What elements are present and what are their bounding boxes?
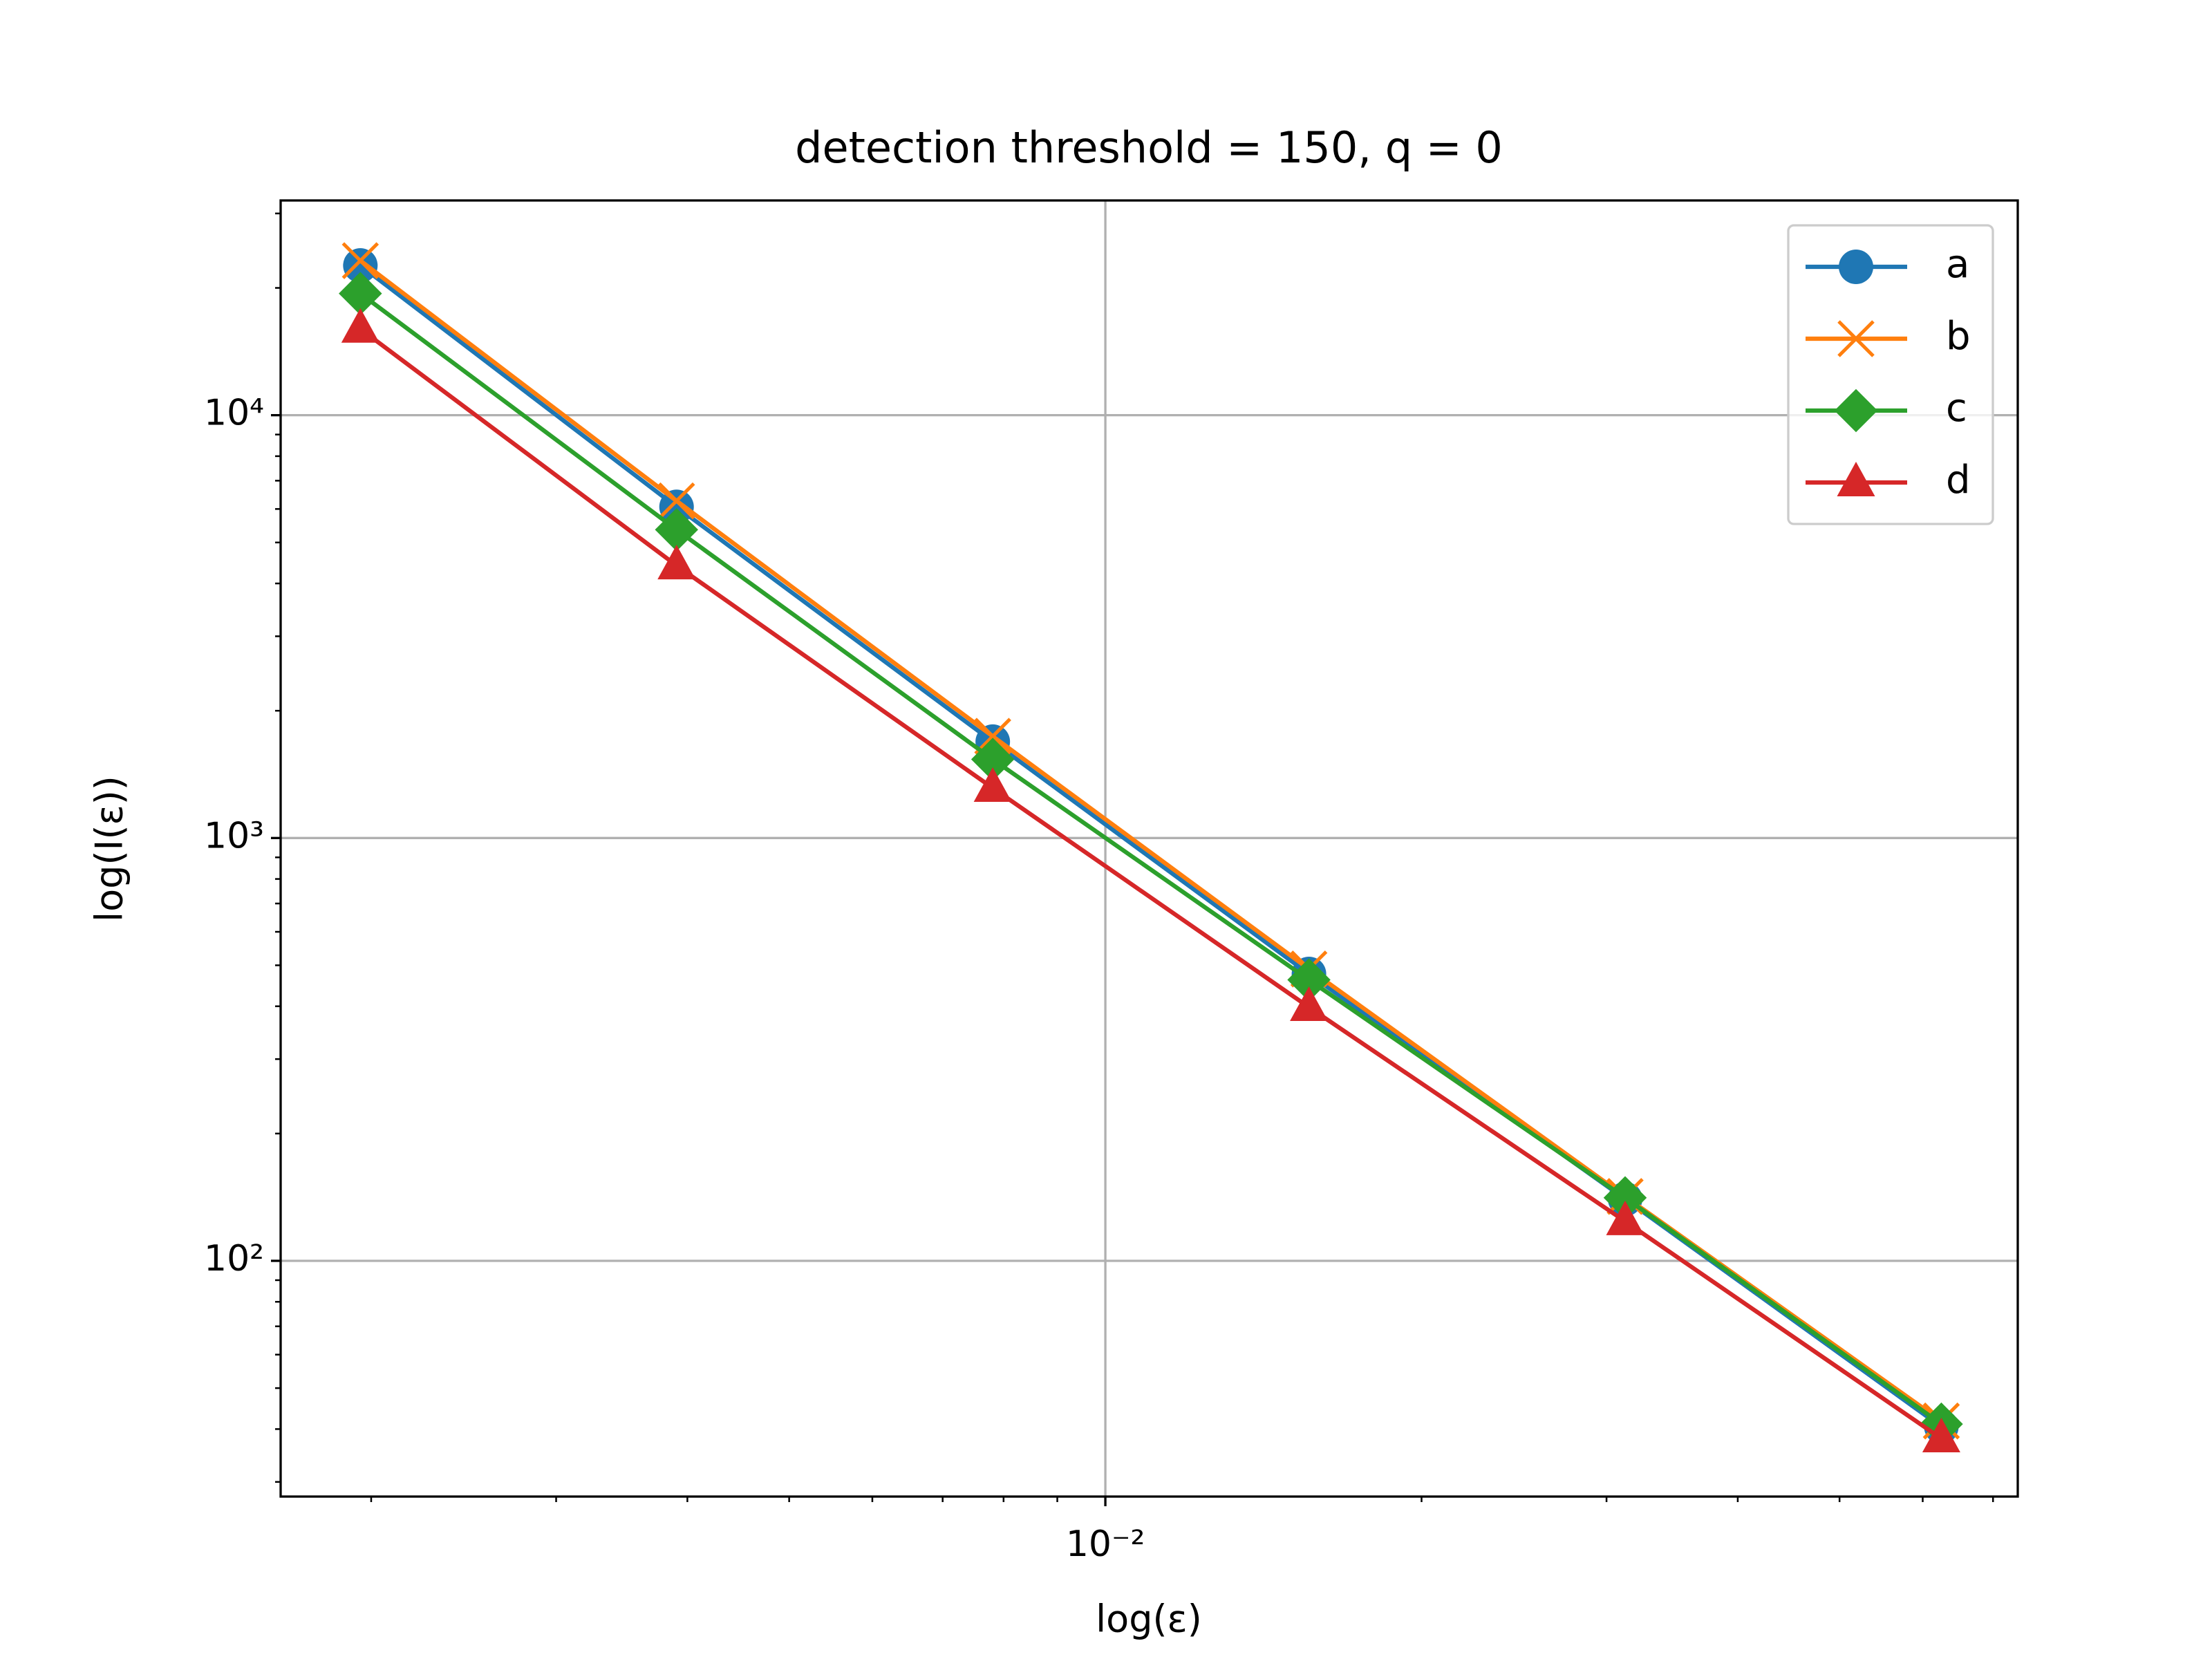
marker (341, 242, 379, 279)
legend-label: c (1946, 386, 1967, 431)
marker (971, 738, 1015, 781)
series-line (359, 292, 1943, 1426)
marker (1606, 1200, 1644, 1235)
legend-label: b (1946, 314, 1971, 359)
legend-marker (1837, 320, 1875, 357)
marker (339, 272, 382, 315)
legend-box (1787, 224, 1994, 525)
y-axis-label: log(I(ε)) (88, 776, 131, 922)
legend-marker (1839, 250, 1873, 284)
marker (1603, 1176, 1647, 1219)
marker (1287, 958, 1331, 1002)
x-axis-label: log(ε) (1096, 1597, 1202, 1641)
y-tick-label: 10⁴ (204, 393, 264, 434)
marker (341, 308, 379, 343)
x-tick-label: 10⁻² (1066, 1524, 1145, 1565)
chart-title: detection threshold = 150, q = 0 (795, 122, 1503, 173)
legend-label: a (1946, 242, 1969, 287)
y-tick-label: 10² (204, 1238, 264, 1280)
marker (655, 508, 698, 552)
marker (659, 489, 694, 525)
plot-frame (279, 199, 2019, 1498)
legend-marker (1837, 462, 1875, 496)
legend-marker (1834, 388, 1878, 433)
series-line (359, 327, 1943, 1441)
marker (1922, 1418, 1960, 1453)
marker (974, 718, 1011, 755)
marker (973, 767, 1012, 802)
marker (1290, 986, 1329, 1022)
marker (343, 248, 378, 283)
marker (657, 482, 695, 520)
marker (657, 545, 696, 580)
y-tick-label: 10³ (204, 815, 264, 856)
legend-label: d (1946, 458, 1971, 503)
